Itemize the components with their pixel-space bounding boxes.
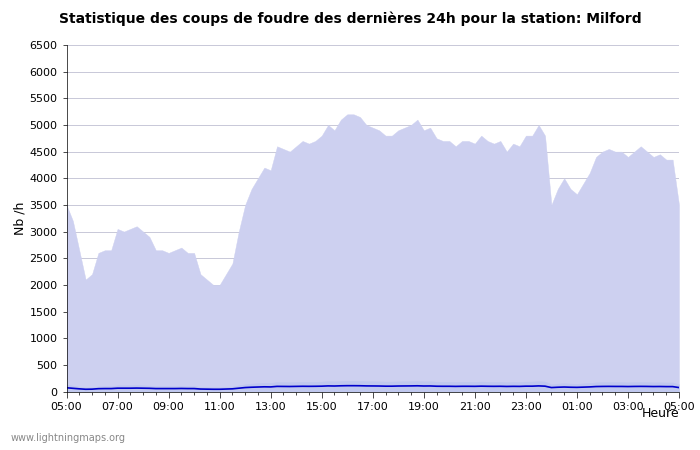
Text: Statistique des coups de foudre des dernières 24h pour la station: Milford: Statistique des coups de foudre des dern…: [59, 11, 641, 26]
Text: www.lightningmaps.org: www.lightningmaps.org: [10, 433, 125, 443]
Text: Heure: Heure: [641, 407, 679, 420]
Y-axis label: Nb /h: Nb /h: [13, 202, 27, 235]
